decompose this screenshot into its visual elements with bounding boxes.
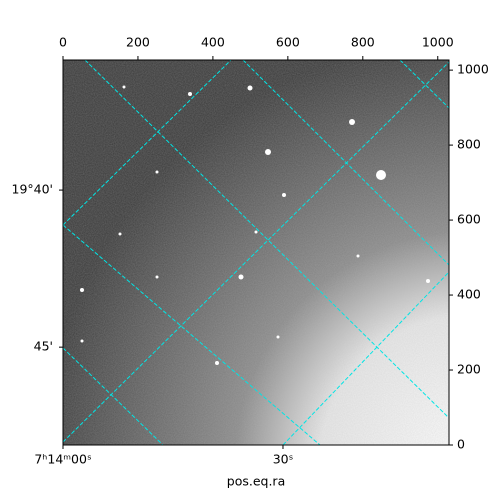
ra-tick-label: 7ʰ14ᵐ00ˢ (34, 452, 91, 467)
x-tick-label: 600 (276, 35, 300, 50)
y-tick-label: 0 (457, 437, 465, 452)
x-tick-label: 400 (201, 35, 225, 50)
image (63, 60, 449, 445)
stars (80, 85, 430, 365)
dec-tick-label: 19°40' (12, 182, 54, 197)
x-tick-label: 0 (59, 35, 67, 50)
x-tick-label: 800 (351, 35, 375, 50)
x-tick-label: 200 (126, 35, 150, 50)
dec-tick-label: 45' (34, 339, 53, 354)
ra-tick-label: 30ˢ (273, 452, 294, 467)
y-tick-label: 1000 (457, 62, 489, 77)
wcs-grid (63, 60, 449, 445)
frame (62, 59, 450, 446)
y-tick-label: 400 (457, 287, 481, 302)
y-tick-label: 800 (457, 137, 481, 152)
x-tick-label: 1000 (422, 35, 454, 50)
y-tick-label: 600 (457, 212, 481, 227)
x-axis-label: pos.eq.ra (227, 474, 285, 489)
y-tick-label: 200 (457, 362, 481, 377)
